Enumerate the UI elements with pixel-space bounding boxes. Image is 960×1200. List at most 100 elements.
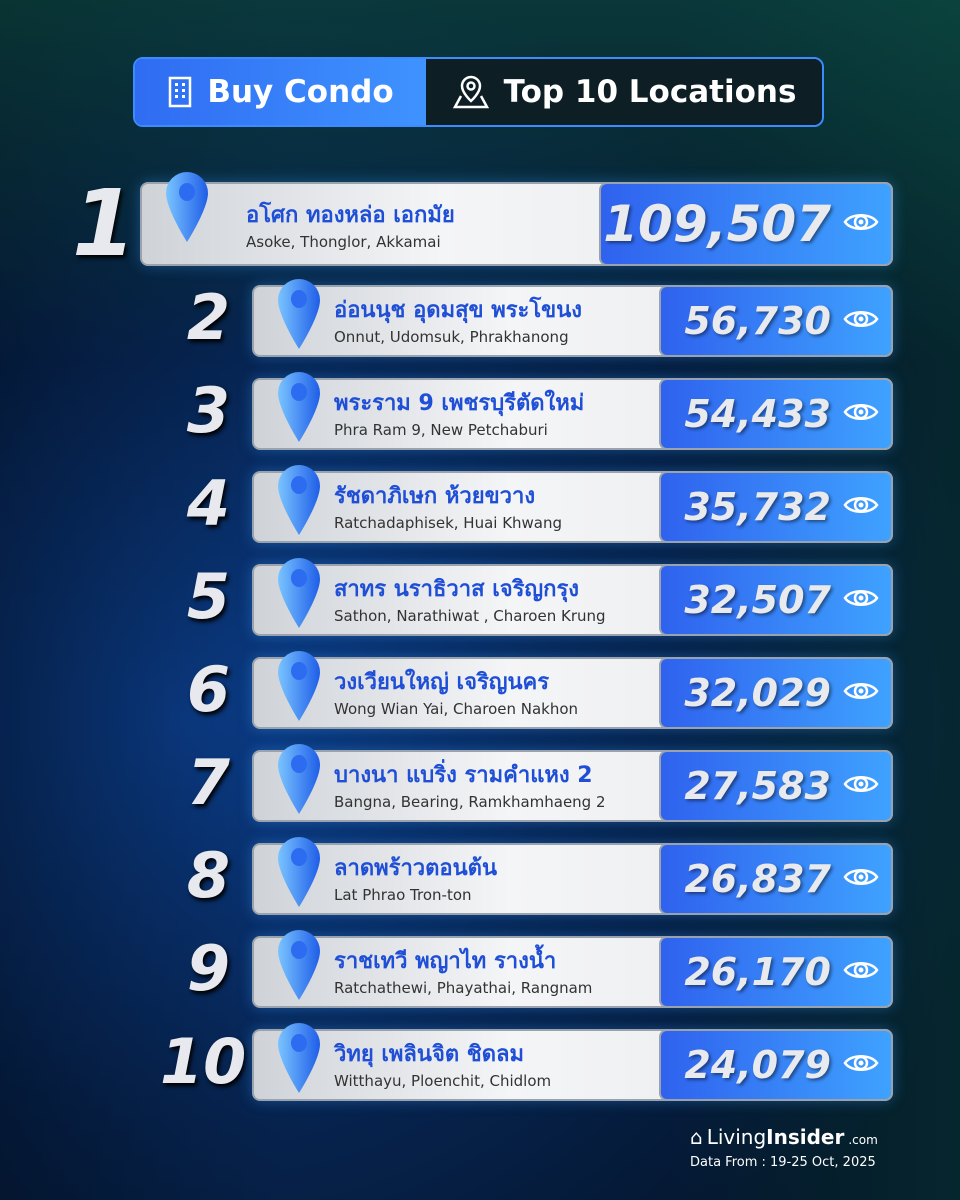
location-english: Ratchadaphisek, Huai Khwang — [334, 514, 563, 532]
location-english: Sathon, Narathiwat , Charoen Krung — [334, 607, 606, 625]
views-count: 27,583 — [684, 764, 831, 808]
eye-icon — [843, 307, 879, 335]
location-english: Bangna, Bearing, Ramkhamhaeng 2 — [334, 793, 606, 811]
eye-icon — [843, 586, 879, 614]
data-date: Data From : 19-25 Oct, 2025 — [690, 1155, 876, 1170]
logo-text-living: Living — [706, 1125, 767, 1149]
location-row: สาทร นราธิวาส เจริญกรุง Sathon, Narathiw… — [252, 558, 893, 636]
location-english: Lat Phrao Tron-ton — [334, 886, 472, 904]
location-row: วงเวียนใหญ่ เจริญนคร Wong Wian Yai, Char… — [252, 651, 893, 729]
rank-number: 10 — [160, 1025, 247, 1098]
location-row: วิทยุ เพลินจิต ชิดลม Witthayu, Ploenchit… — [252, 1023, 893, 1101]
location-row: อโศก ทองหล่อ เอกมัย Asoke, Thonglor, Akk… — [140, 172, 893, 266]
views-box: 32,029 — [659, 657, 893, 729]
category-label: Buy Condo — [135, 59, 426, 125]
views-count: 26,170 — [684, 950, 831, 994]
location-row: อ่อนนุช อุดมสุข พระโขนง Onnut, Udomsuk, … — [252, 279, 893, 357]
location-pin-icon — [164, 170, 210, 248]
views-count: 56,730 — [684, 299, 831, 343]
rank-number: 5 — [186, 560, 230, 633]
location-pin-icon — [276, 556, 322, 634]
logo-text-insider: Insider — [766, 1125, 845, 1149]
eye-icon — [843, 772, 879, 800]
rank-number: 9 — [186, 932, 230, 1005]
location-row: พระราม 9 เพชรบุรีตัดใหม่ Phra Ram 9, New… — [252, 372, 893, 450]
location-row: บางนา แบริ่ง รามคำแหง 2 Bangna, Bearing,… — [252, 744, 893, 822]
views-count: 109,507 — [603, 195, 831, 253]
location-english: Phra Ram 9, New Petchaburi — [334, 421, 548, 439]
views-count: 54,433 — [684, 392, 831, 436]
location-names: ราชเทวี พญาไท รางน้ำ Ratchathewi, Phayat… — [334, 948, 592, 997]
views-box: 27,583 — [659, 750, 893, 822]
location-names: ลาดพร้าวตอนต้น Lat Phrao Tron-ton — [334, 855, 497, 904]
location-english: Asoke, Thonglor, Akkamai — [246, 233, 441, 251]
views-count: 26,837 — [684, 857, 831, 901]
location-names: บางนา แบริ่ง รามคำแหง 2 Bangna, Bearing,… — [334, 762, 606, 811]
views-box: 54,433 — [659, 378, 893, 450]
location-names: สาทร นราธิวาส เจริญกรุง Sathon, Narathiw… — [334, 576, 606, 625]
living-insider-logo: ⌂ Living Insider .com — [690, 1125, 878, 1149]
logo-text-com: .com — [848, 1133, 878, 1147]
location-english: Wong Wian Yai, Charoen Nakhon — [334, 700, 579, 718]
location-thai: อ่อนนุช อุดมสุข พระโขนง — [334, 298, 582, 323]
location-pin-icon — [276, 1021, 322, 1099]
location-english: Witthayu, Ploenchit, Chidlom — [334, 1072, 552, 1090]
views-box: 109,507 — [599, 182, 893, 266]
views-box: 24,079 — [659, 1029, 893, 1101]
location-thai: ราชเทวี พญาไท รางน้ำ — [334, 949, 557, 974]
title-text: Top 10 Locations — [503, 74, 797, 110]
category-text: Buy Condo — [207, 74, 394, 110]
location-pin-icon — [276, 463, 322, 541]
views-count: 24,079 — [684, 1043, 831, 1087]
rank-number: 2 — [186, 281, 230, 354]
eye-icon — [843, 865, 879, 893]
views-box: 26,837 — [659, 843, 893, 915]
views-box: 35,732 — [659, 471, 893, 543]
eye-icon — [843, 958, 879, 986]
location-pin-icon — [276, 742, 322, 820]
rank-number: 6 — [186, 653, 230, 726]
location-thai: พระราม 9 เพชรบุรีตัดใหม่ — [334, 391, 585, 416]
views-count: 32,029 — [684, 671, 831, 715]
eye-icon — [843, 210, 879, 238]
location-english: Ratchathewi, Phayathai, Rangnam — [334, 979, 593, 997]
location-thai: รัชดาภิเษก ห้วยขวาง — [334, 484, 536, 509]
location-row: รัชดาภิเษก ห้วยขวาง Ratchadaphisek, Huai… — [252, 465, 893, 543]
location-row: ราชเทวี พญาไท รางน้ำ Ratchathewi, Phayat… — [252, 930, 893, 1008]
eye-icon — [843, 1051, 879, 1079]
location-row: ลาดพร้าวตอนต้น Lat Phrao Tron-ton 26,837 — [252, 837, 893, 915]
location-pin-icon — [276, 835, 322, 913]
location-names: อ่อนนุช อุดมสุข พระโขนง Onnut, Udomsuk, … — [334, 297, 582, 346]
location-thai: สาทร นราธิวาส เจริญกรุง — [334, 577, 580, 602]
location-pin-icon — [276, 649, 322, 727]
header-banner: Buy Condo Top 10 Locations — [133, 57, 824, 127]
eye-icon — [843, 679, 879, 707]
views-box: 56,730 — [659, 285, 893, 357]
location-thai: วงเวียนใหญ่ เจริญนคร — [334, 670, 550, 695]
location-names: พระราม 9 เพชรบุรีตัดใหม่ Phra Ram 9, New… — [334, 390, 584, 439]
location-english: Onnut, Udomsuk, Phrakhanong — [334, 328, 569, 346]
location-pin-icon — [276, 370, 322, 448]
eye-icon — [843, 493, 879, 521]
logo-icon: ⌂ — [690, 1125, 703, 1149]
views-count: 32,507 — [684, 578, 831, 622]
location-pin-icon — [276, 277, 322, 355]
eye-icon — [843, 400, 879, 428]
location-thai: ลาดพร้าวตอนต้น — [334, 856, 498, 881]
views-box: 32,507 — [659, 564, 893, 636]
rank-number: 7 — [186, 746, 230, 819]
location-pin-icon — [276, 928, 322, 1006]
title-label: Top 10 Locations — [426, 59, 822, 125]
location-names: รัชดาภิเษก ห้วยขวาง Ratchadaphisek, Huai… — [334, 483, 562, 532]
footer: ⌂ Living Insider .com Data From : 19-25 Oc… — [690, 1125, 878, 1170]
rank-number: 3 — [186, 374, 230, 447]
location-names: วงเวียนใหญ่ เจริญนคร Wong Wian Yai, Char… — [334, 669, 578, 718]
views-box: 26,170 — [659, 936, 893, 1008]
location-thai: อโศก ทองหล่อ เอกมัย — [246, 203, 455, 228]
location-names: วิทยุ เพลินจิต ชิดลม Witthayu, Ploenchit… — [334, 1041, 551, 1090]
rank-number: 8 — [186, 839, 230, 912]
location-thai: บางนา แบริ่ง รามคำแหง 2 — [334, 763, 593, 788]
location-thai: วิทยุ เพลินจิต ชิดลม — [334, 1042, 524, 1067]
building-icon — [169, 76, 192, 108]
views-count: 35,732 — [684, 485, 831, 529]
